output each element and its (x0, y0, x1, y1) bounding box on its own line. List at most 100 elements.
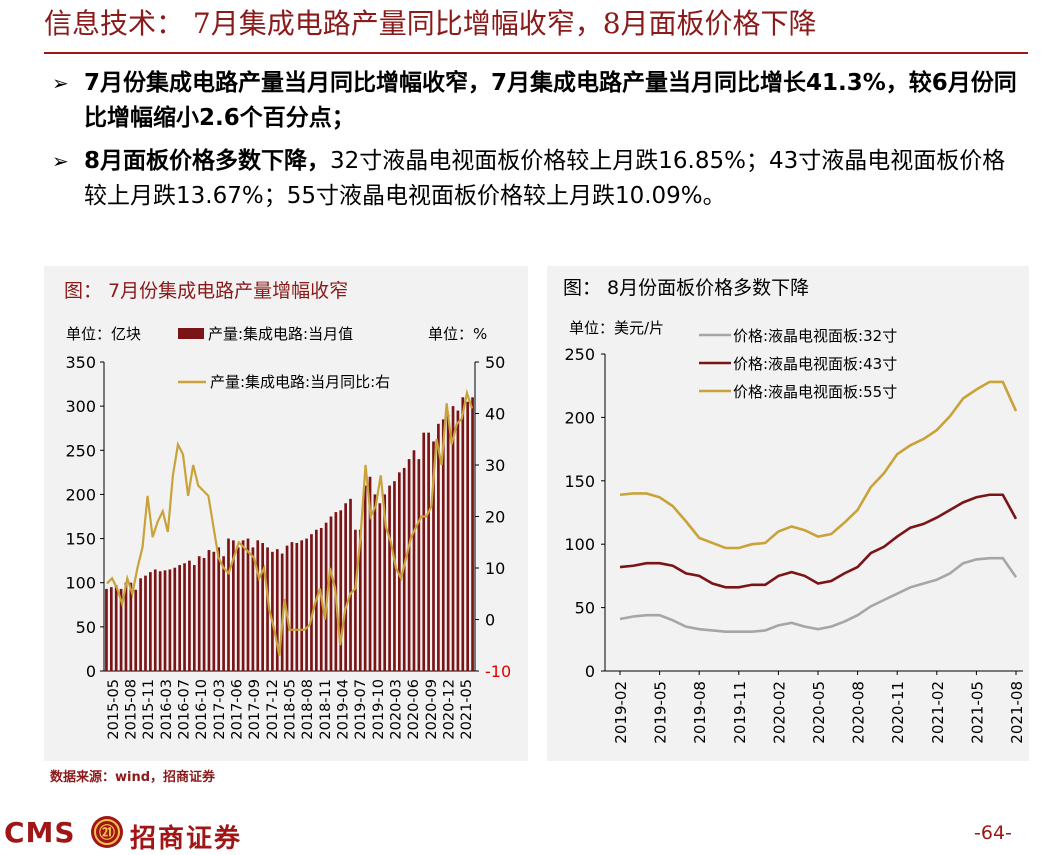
bar (354, 529, 357, 671)
bar (207, 550, 211, 671)
bar (295, 542, 299, 671)
bar (168, 569, 172, 671)
bar (388, 485, 391, 671)
bar (432, 441, 435, 671)
x-tick-label: 2018-05 (283, 679, 299, 740)
logo-seal-icon: ㉑ (91, 816, 123, 848)
bullet-arrow-icon: ➢ (52, 149, 69, 173)
x-tick-label: 2021-08 (1008, 681, 1026, 744)
legend-line-label: 产量:集成电路:当月同比:右 (210, 373, 390, 391)
legend-bar-swatch (178, 328, 204, 339)
bar (310, 534, 313, 671)
y-tick-label-right: 0 (485, 611, 495, 630)
bar (300, 540, 304, 671)
bar (222, 556, 225, 671)
bar (129, 582, 133, 671)
bullet-arrow-icon: ➢ (52, 71, 69, 95)
y-tick-label-left: 300 (65, 397, 96, 416)
x-tick-label: 2019-04 (336, 679, 352, 740)
bar (192, 565, 196, 671)
bar (158, 571, 162, 671)
legend-label: 价格:液晶电视面板:32寸 (733, 327, 897, 345)
bar (275, 549, 279, 671)
x-tick-label: 2020-11 (889, 681, 907, 744)
logo-cms-text: CMS (4, 816, 76, 849)
bar (397, 472, 401, 671)
bar (378, 503, 382, 671)
bar (437, 423, 440, 671)
bar (124, 582, 128, 671)
x-tick-label: 2021-05 (459, 679, 475, 740)
x-tick-label: 2020-09 (424, 679, 440, 740)
x-tick-label: 2016-10 (194, 679, 210, 740)
bar (134, 589, 138, 671)
footer-logo: CMS ㉑ 招商证券 (4, 812, 304, 854)
y-tick-label: 50 (575, 599, 595, 618)
y-tick-label-right: -10 (485, 662, 511, 681)
x-tick-label: 2020-12 (442, 679, 458, 740)
x-tick-label: 2020-05 (810, 681, 828, 744)
y-tick-label-right: 40 (485, 405, 505, 424)
legend-label: 价格:液晶电视面板:55寸 (733, 383, 897, 401)
y-tick-label-right: 50 (485, 353, 505, 372)
bar (256, 540, 260, 671)
bar (266, 547, 269, 671)
series-line (619, 556, 1018, 633)
y-tick-label: 150 (564, 472, 595, 491)
x-tick-label: 2020-02 (770, 681, 788, 744)
y-tick-label-left: 250 (65, 441, 96, 460)
bar (446, 414, 450, 671)
bar (246, 538, 250, 671)
x-tick-label: 2021-05 (968, 681, 986, 744)
bar (329, 516, 333, 671)
legend-label: 价格:液晶电视面板:43寸 (733, 355, 897, 373)
bar (324, 522, 328, 671)
bar (344, 503, 347, 671)
bar (114, 585, 118, 671)
y-tick-label-left: 150 (65, 530, 96, 549)
bar (427, 432, 430, 671)
bar (212, 551, 216, 671)
bar (197, 556, 201, 671)
y-tick-label-left: 350 (65, 353, 96, 372)
bar (217, 547, 221, 671)
bar (305, 538, 308, 671)
bar (466, 401, 470, 671)
y-tick-label: 0 (585, 662, 595, 681)
series-line (619, 380, 1018, 550)
bar (251, 547, 255, 671)
x-tick-label: 2020-08 (850, 681, 868, 744)
x-tick-label: 2016-07 (177, 679, 193, 740)
series-line-yoy (106, 388, 474, 656)
x-tick-label: 2019-10 (371, 679, 387, 740)
bar (422, 432, 426, 671)
bar (349, 498, 352, 671)
y-tick-label-left: 50 (76, 618, 96, 637)
y-tick-label-right: 30 (485, 456, 505, 475)
bar (202, 557, 206, 671)
chart-panel-panel-price: 图： 8月份面板价格多数下降 单位：美元/片 0 50 100 150 200 250 价格:液… (547, 266, 1029, 761)
bar (368, 476, 372, 671)
bar (271, 551, 274, 671)
unit-right: 单位：% (428, 325, 487, 343)
bar (290, 542, 294, 671)
x-tick-label: 2017-12 (265, 679, 281, 740)
unit-label: 单位：美元/片 (569, 319, 664, 337)
title-divider (44, 52, 1028, 54)
chart-title: 图： 8月份面板价格多数下降 (563, 277, 809, 299)
bar (163, 570, 167, 671)
x-tick-label: 2019-05 (652, 681, 670, 744)
x-tick-label: 2019-11 (731, 681, 749, 744)
bar (471, 397, 474, 671)
bar (227, 538, 230, 671)
bar (417, 459, 421, 671)
bar (153, 569, 157, 671)
legend-bar-label: 产量:集成电路:当月值 (208, 325, 353, 343)
bar (407, 459, 411, 671)
bar (139, 578, 142, 671)
bar (105, 588, 108, 671)
bar (149, 572, 152, 671)
bar (412, 450, 416, 671)
bar (373, 494, 377, 671)
x-tick-label: 2017-06 (230, 679, 246, 740)
